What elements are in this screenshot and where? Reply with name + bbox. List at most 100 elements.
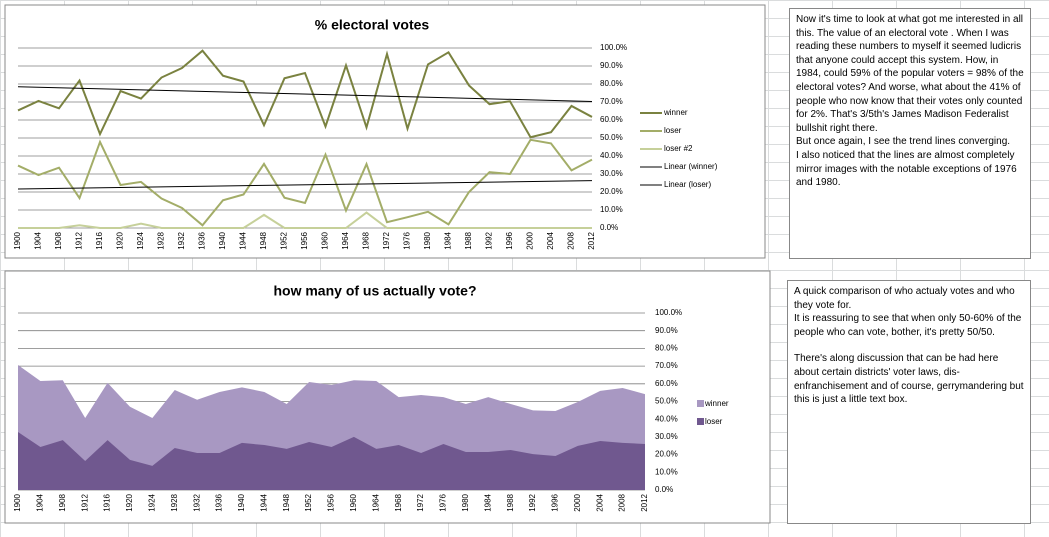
x-tick-label: 2000 — [573, 493, 582, 511]
chart-title: % electoral votes — [315, 17, 430, 33]
y-tick-label: 10.0% — [600, 205, 623, 214]
x-tick-label: 1984 — [483, 493, 492, 511]
note-text: But once again, I see the trend lines co… — [796, 136, 1011, 148]
x-tick-label: 1952 — [304, 493, 313, 511]
series-line — [18, 211, 592, 229]
x-tick-label: 1944 — [239, 231, 248, 249]
trend-line — [17, 86, 593, 102]
chart-title: how many of us actually vote? — [273, 283, 476, 299]
x-tick-label: 1992 — [528, 493, 537, 511]
y-tick-label: 30.0% — [600, 169, 623, 178]
x-tick-label: 1916 — [103, 493, 112, 511]
y-tick-label: 90.0% — [600, 61, 623, 70]
x-tick-label: 1956 — [300, 231, 309, 249]
y-tick-label: 0.0% — [600, 223, 618, 232]
x-tick-label: 1972 — [416, 493, 425, 511]
y-tick-label: 90.0% — [655, 326, 678, 335]
x-tick-label: 1976 — [439, 493, 448, 511]
x-tick-label: 1932 — [177, 231, 186, 249]
y-tick-label: 10.0% — [655, 467, 678, 476]
x-tick-label: 1928 — [157, 231, 166, 249]
y-tick-label: 30.0% — [655, 432, 678, 441]
x-tick-label: 2008 — [618, 493, 627, 511]
series-line — [17, 49, 593, 139]
x-tick-label: 1952 — [280, 231, 289, 249]
x-tick-label: 1964 — [341, 231, 350, 249]
x-tick-label: 1980 — [423, 231, 432, 249]
x-tick-label: 1992 — [485, 231, 494, 249]
x-tick-label: 1960 — [349, 493, 358, 511]
legend-label: winner — [663, 108, 688, 117]
x-tick-label: 1968 — [362, 231, 371, 249]
y-tick-label: 50.0% — [655, 397, 678, 406]
x-tick-label: 1968 — [394, 493, 403, 511]
note-text: It is reassuring to see that when only 5… — [794, 313, 1022, 338]
x-tick-label: 1900 — [13, 493, 22, 511]
trend-line — [17, 180, 593, 190]
y-tick-label: 80.0% — [655, 344, 678, 353]
legend-label: Linear (winner) — [664, 162, 718, 171]
y-tick-label: 50.0% — [600, 133, 623, 142]
note-text: A quick comparison of who actualy votes … — [794, 286, 1015, 311]
series-line — [17, 138, 593, 227]
legend-swatch — [697, 400, 704, 407]
y-tick-label: 40.0% — [655, 414, 678, 423]
y-tick-label: 20.0% — [600, 187, 623, 196]
y-tick-label: 80.0% — [600, 79, 623, 88]
x-tick-label: 2008 — [567, 231, 576, 249]
x-tick-label: 2004 — [546, 231, 555, 249]
text-box[interactable]: A quick comparison of who actualy votes … — [787, 280, 1031, 524]
x-tick-label: 1908 — [54, 231, 63, 249]
x-tick-label: 1916 — [95, 231, 104, 249]
x-tick-label: 2004 — [595, 493, 604, 511]
x-tick-label: 1940 — [237, 493, 246, 511]
legend-label: loser — [705, 417, 723, 426]
x-tick-label: 1956 — [327, 493, 336, 511]
x-tick-label: 2012 — [640, 493, 649, 511]
y-tick-label: 20.0% — [655, 450, 678, 459]
y-tick-label: 100.0% — [655, 308, 682, 317]
x-tick-label: 1924 — [147, 493, 156, 511]
text-box[interactable]: Now it's time to look at what got me int… — [789, 8, 1031, 259]
x-tick-label: 1912 — [80, 493, 89, 511]
x-tick-label: 2012 — [587, 231, 596, 249]
x-tick-label: 1940 — [218, 231, 227, 249]
x-tick-label: 1996 — [505, 231, 514, 249]
x-tick-label: 1988 — [464, 231, 473, 249]
x-tick-label: 1988 — [506, 493, 515, 511]
note-text: I also noticed that the lines are almost… — [796, 149, 1017, 189]
x-tick-label: 1984 — [444, 231, 453, 249]
note-text: There's along discussion that can be had… — [794, 353, 1024, 406]
legend-label: loser #2 — [664, 144, 693, 153]
x-tick-label: 1980 — [461, 493, 470, 511]
x-tick-label: 1960 — [321, 231, 330, 249]
legend-label: winner — [704, 399, 729, 408]
x-tick-label: 1932 — [192, 493, 201, 511]
x-tick-label: 1996 — [551, 493, 560, 511]
y-tick-label: 70.0% — [655, 361, 678, 370]
x-tick-label: 1908 — [58, 493, 67, 511]
y-tick-label: 40.0% — [600, 151, 623, 160]
x-tick-label: 1936 — [198, 231, 207, 249]
y-tick-label: 100.0% — [600, 43, 627, 52]
legend-swatch — [697, 418, 704, 425]
x-tick-label: 2000 — [526, 231, 535, 249]
note-text: Now it's time to look at what got me int… — [796, 14, 1024, 134]
x-tick-label: 1900 — [13, 231, 22, 249]
x-tick-label: 1920 — [125, 493, 134, 511]
y-tick-label: 0.0% — [655, 485, 673, 494]
x-tick-label: 1924 — [136, 231, 145, 249]
x-tick-label: 1904 — [36, 493, 45, 511]
y-tick-label: 60.0% — [600, 115, 623, 124]
x-tick-label: 1904 — [34, 231, 43, 249]
x-tick-label: 1964 — [371, 493, 380, 511]
x-tick-label: 1936 — [215, 493, 224, 511]
y-tick-label: 70.0% — [600, 97, 623, 106]
legend-label: loser — [664, 126, 682, 135]
series-area — [18, 431, 645, 490]
x-tick-label: 1948 — [282, 493, 291, 511]
x-tick-label: 1928 — [170, 493, 179, 511]
x-tick-label: 1972 — [382, 231, 391, 249]
